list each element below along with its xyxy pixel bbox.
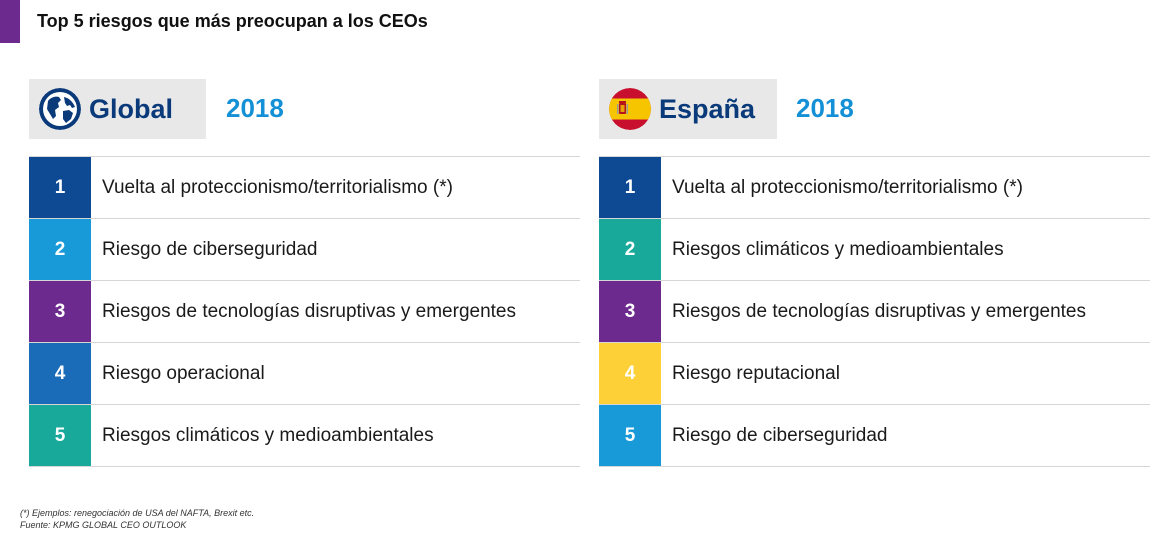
risk-label: Vuelta al proteccionismo/territorialismo… bbox=[102, 176, 453, 198]
accent-bar bbox=[0, 0, 20, 43]
panel-header: España 2018 bbox=[599, 79, 1150, 139]
rank-badge: 2 bbox=[29, 219, 91, 280]
risk-label: Riesgo de ciberseguridad bbox=[672, 424, 888, 446]
risk-label: Riesgos de tecnologías disruptivas y eme… bbox=[672, 300, 1087, 322]
spain-panel: España 2018 1 Vuelta al proteccionismo/t… bbox=[599, 79, 1150, 467]
region-label-box: España bbox=[599, 79, 777, 139]
list-item: 3 Riesgos de tecnologías disruptivas y e… bbox=[29, 281, 580, 343]
list-item: 2 Riesgos climáticos y medioambientales bbox=[599, 219, 1150, 281]
risk-list: 1 Vuelta al proteccionismo/territorialis… bbox=[29, 156, 580, 467]
rank-badge: 4 bbox=[599, 343, 661, 404]
year-label: 2018 bbox=[796, 93, 854, 123]
year-label: 2018 bbox=[226, 93, 284, 123]
rank-badge: 5 bbox=[599, 405, 661, 466]
rank-badge: 3 bbox=[29, 281, 91, 342]
list-item: 4 Riesgo reputacional bbox=[599, 343, 1150, 405]
risk-label: Vuelta al proteccionismo/territorialismo… bbox=[672, 176, 1023, 198]
rank-badge: 5 bbox=[29, 405, 91, 466]
risk-label: Riesgo operacional bbox=[102, 362, 265, 384]
region-name: España bbox=[659, 93, 756, 124]
panel-header: Global 2018 bbox=[29, 79, 580, 139]
list-item: 1 Vuelta al proteccionismo/territorialis… bbox=[29, 157, 580, 219]
list-item: 3 Riesgos de tecnologías disruptivas y e… bbox=[599, 281, 1150, 343]
rank-badge: 3 bbox=[599, 281, 661, 342]
list-item: 2 Riesgo de ciberseguridad bbox=[29, 219, 580, 281]
risk-label: Riesgos climáticos y medioambientales bbox=[672, 238, 1004, 260]
risk-label: Riesgos climáticos y medioambientales bbox=[102, 424, 434, 446]
rank-badge: 4 bbox=[29, 343, 91, 404]
risk-label: Riesgo reputacional bbox=[672, 362, 840, 384]
list-item: 5 Riesgos climáticos y medioambientales bbox=[29, 405, 580, 467]
region-name: Global bbox=[89, 93, 174, 124]
globe-icon bbox=[39, 88, 81, 130]
risk-label: Riesgo de ciberseguridad bbox=[102, 238, 318, 260]
list-item: 5 Riesgo de ciberseguridad bbox=[599, 405, 1150, 467]
region-label-box: Global bbox=[29, 79, 206, 139]
rank-badge: 1 bbox=[599, 157, 661, 218]
spain-flag-icon bbox=[609, 88, 651, 130]
rank-badge: 2 bbox=[599, 219, 661, 280]
risk-label: Riesgos de tecnologías disruptivas y eme… bbox=[102, 300, 517, 322]
list-item: 1 Vuelta al proteccionismo/territorialis… bbox=[599, 157, 1150, 219]
footnote: (*) Ejemplos: renegociación de USA del N… bbox=[20, 508, 255, 518]
rank-badge: 1 bbox=[29, 157, 91, 218]
global-panel: Global 2018 1 Vuelta al proteccionismo/t… bbox=[29, 79, 580, 467]
source-note: Fuente: KPMG GLOBAL CEO OUTLOOK bbox=[20, 520, 187, 530]
page-title: Top 5 riesgos que más preocupan a los CE… bbox=[37, 11, 428, 31]
risk-list: 1 Vuelta al proteccionismo/territorialis… bbox=[599, 156, 1150, 467]
list-item: 4 Riesgo operacional bbox=[29, 343, 580, 405]
